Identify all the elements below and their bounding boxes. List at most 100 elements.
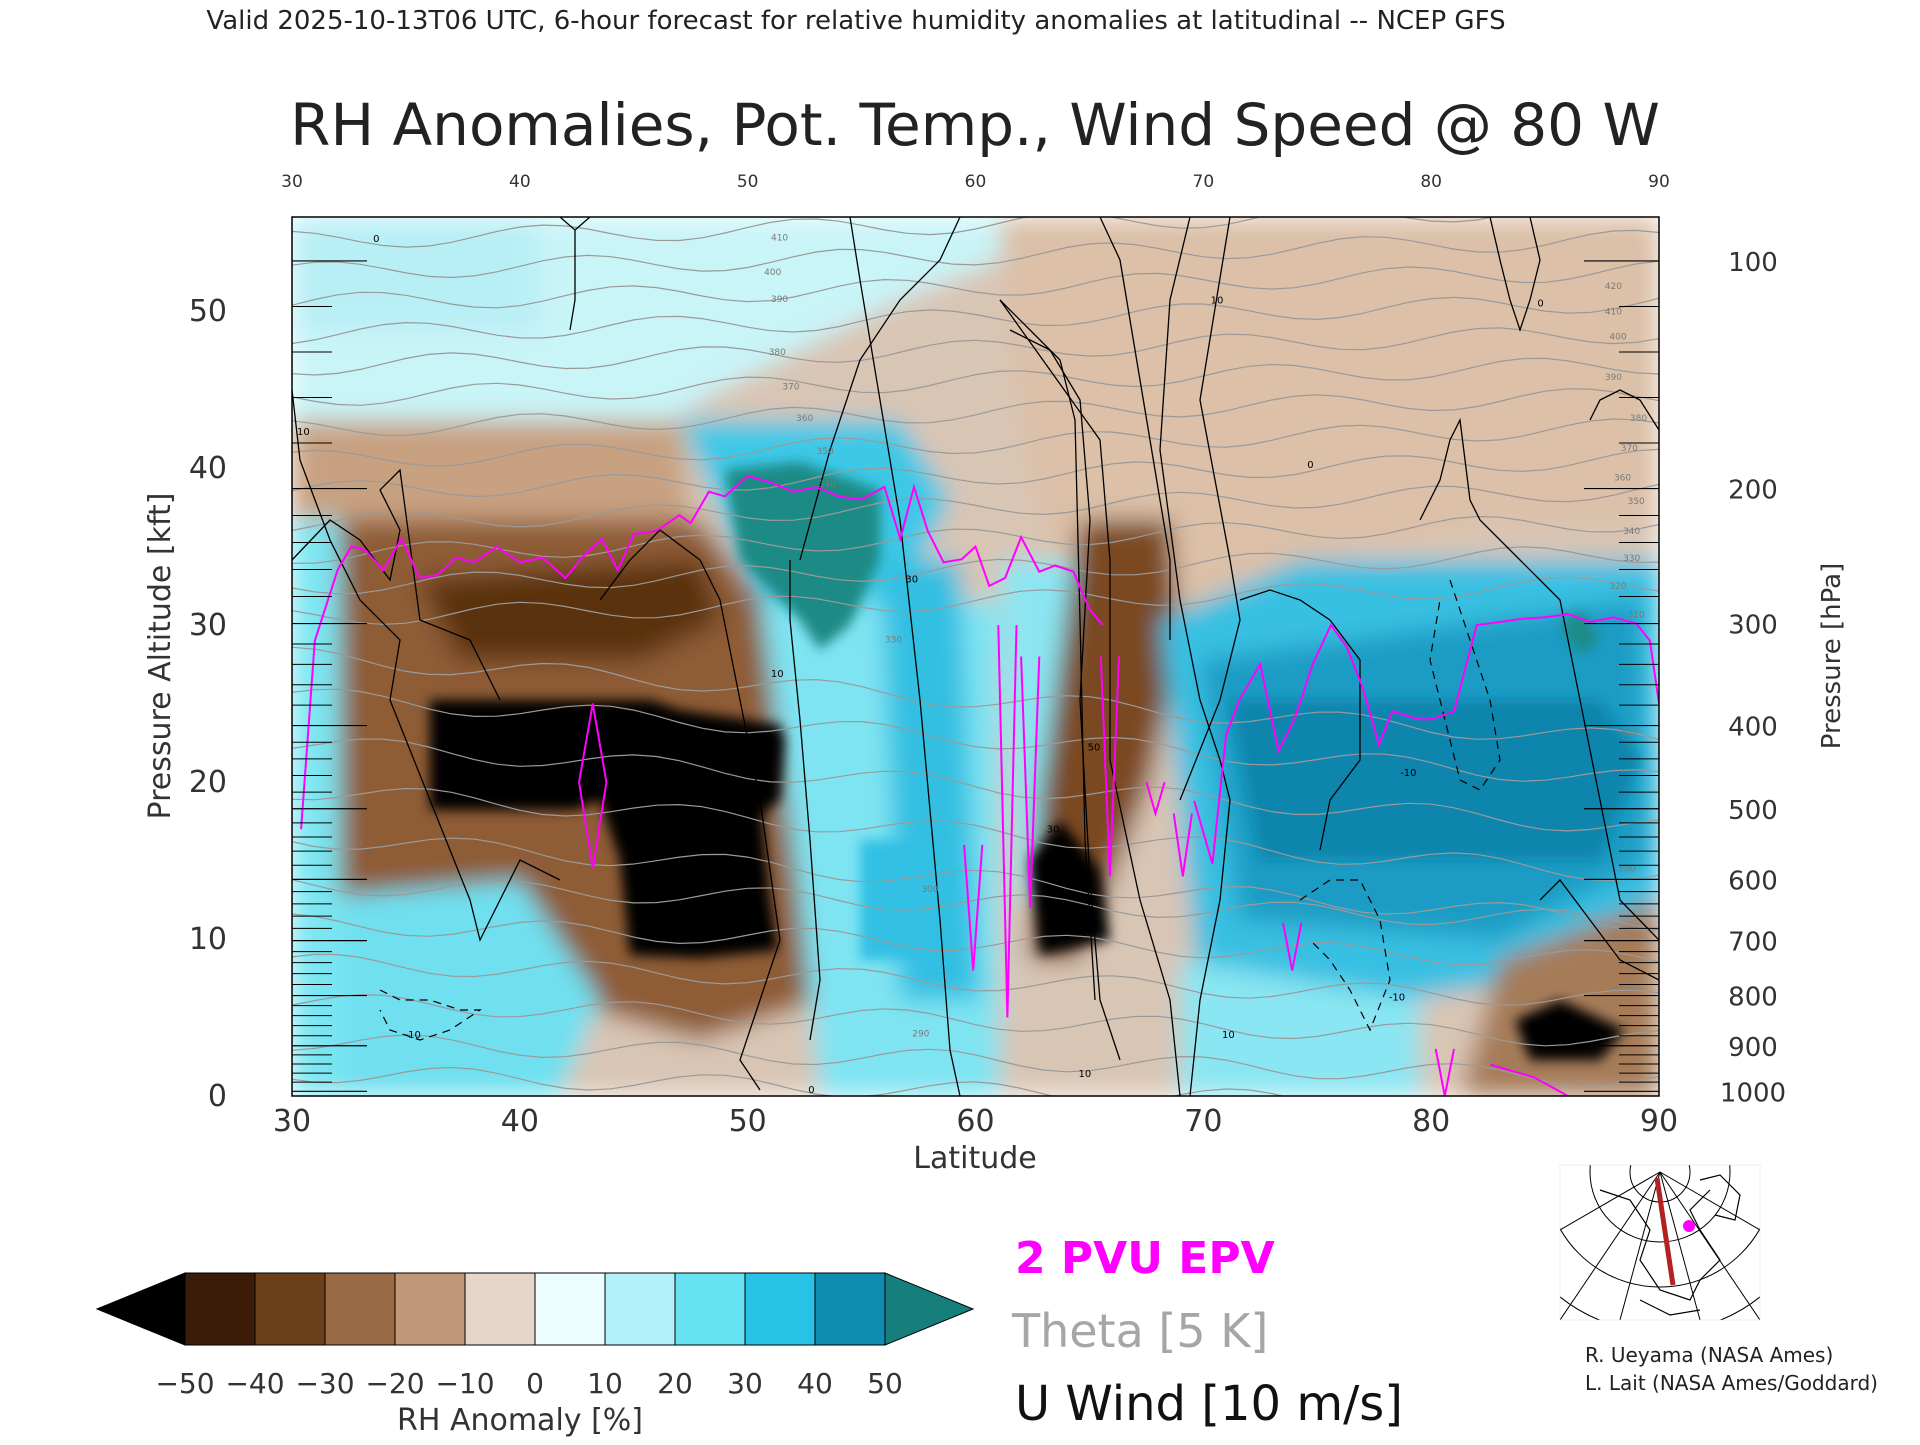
- wind-label: -10: [405, 1030, 421, 1041]
- colorbar-arrow-low: [95, 1272, 186, 1346]
- theta-label: 410: [771, 234, 788, 244]
- epv-line-west: [300, 474, 1104, 830]
- wind-label: -10: [1389, 992, 1405, 1003]
- pressure-ticks-right: [1584, 260, 1659, 1092]
- wind-label: 30: [1047, 824, 1060, 835]
- wind-label: 0: [808, 1085, 814, 1096]
- colorbar-tick-label: −50: [155, 1367, 214, 1400]
- x-axis-label: Latitude: [913, 1141, 1036, 1176]
- theta-line: [292, 483, 1659, 532]
- cross-section-line: [1654, 1177, 1676, 1286]
- wind-label: 10: [297, 427, 310, 438]
- wind-label: 10: [771, 669, 784, 680]
- u-wind-line: [1589, 389, 1659, 431]
- colorbar-segment: [184, 1272, 256, 1346]
- u-wind-negative-line: [379, 989, 482, 1041]
- x-tick-label: 80: [1412, 1104, 1450, 1139]
- theta-label: 340: [1623, 527, 1640, 537]
- theta-line: [292, 418, 1659, 467]
- pressure-ticks-left: [292, 260, 367, 1092]
- pressure-tick-label: 700: [1728, 928, 1778, 958]
- u-wind-line: [559, 217, 591, 331]
- colorbar-segment: [744, 1272, 816, 1346]
- epv-strand: [1434, 1048, 1455, 1096]
- theta-label: 360: [796, 414, 813, 424]
- y-tick-label: 10: [189, 922, 227, 957]
- x-tick-label: 30: [273, 1104, 311, 1139]
- pressure-tick-label: 600: [1728, 866, 1778, 896]
- theta-label: 340: [819, 480, 836, 490]
- wind-label: 0: [373, 234, 379, 245]
- y-axis-label: Pressure Altitude [kft]: [143, 493, 178, 820]
- theta-label: 420: [1605, 282, 1622, 292]
- u-wind-line: [1099, 217, 1171, 640]
- epv-line-east: [1193, 613, 1659, 864]
- u-wind-line: [1159, 217, 1231, 1096]
- colorbar-tick-label: −40: [225, 1367, 284, 1400]
- epv-strand: [1282, 923, 1303, 971]
- x-tick-label-top: 40: [509, 172, 531, 192]
- colorbar-tick-label: 20: [657, 1367, 693, 1400]
- epv-strand: [997, 625, 1018, 1018]
- theta-line: [292, 515, 1659, 564]
- epv-strand: [1020, 656, 1041, 908]
- theta-line: [292, 1066, 1502, 1096]
- colorbar-segment: [534, 1272, 606, 1346]
- theta-line: [292, 879, 1659, 931]
- colorbar-tick-label: 30: [727, 1367, 763, 1400]
- theta-label: 350: [1628, 497, 1645, 507]
- x-tick-label: 50: [729, 1104, 767, 1139]
- map-inset: [1559, 1164, 1761, 1321]
- legend-theta: Theta [5 K]: [1011, 1304, 1268, 1358]
- pressure-tick-label: 800: [1728, 983, 1778, 1013]
- x-tick-label-top: 90: [1648, 172, 1670, 192]
- y-tick-label: 50: [189, 294, 227, 329]
- x-tick-label-top: 50: [737, 172, 759, 192]
- credit-line-1: R. Ueyama (NASA Ames): [1585, 1343, 1833, 1367]
- colorbar-arrow-high: [884, 1272, 975, 1346]
- valid-time-header: Valid 2025-10-13T06 UTC, 6-hour forecast…: [206, 6, 1505, 36]
- theta-line: [292, 327, 1659, 376]
- colorbar-tick-label: 10: [587, 1367, 623, 1400]
- colorbar-segment: [394, 1272, 466, 1346]
- colorbar-tick-label: −20: [365, 1367, 424, 1400]
- theta-label: 330: [885, 635, 902, 645]
- x-tick-label: 90: [1640, 1104, 1678, 1139]
- theta-line: [292, 296, 1659, 345]
- u-wind-line: [799, 217, 961, 561]
- wind-label: -10: [1400, 768, 1416, 779]
- x-tick-label-top: 80: [1420, 172, 1442, 192]
- theta-label: 330: [1623, 554, 1640, 564]
- u-wind-line: [1009, 329, 1121, 1061]
- u-wind-line: [999, 299, 1181, 1096]
- x-tick-label-top: 60: [965, 172, 987, 192]
- theta-line: [292, 546, 1659, 595]
- epv-strand: [1099, 656, 1120, 877]
- x-tick-label: 40: [501, 1104, 539, 1139]
- u-wind-line: [1239, 589, 1361, 851]
- theta-label: 290: [1619, 865, 1636, 875]
- legend-epv: 2 PVU EPV: [1015, 1233, 1275, 1284]
- theta-label: 320: [1609, 582, 1626, 592]
- epv-low-right: [1490, 1063, 1569, 1096]
- credit-line-2: L. Lait (NASA Ames/Goddard): [1585, 1371, 1878, 1395]
- theta-label: 290: [912, 1029, 929, 1039]
- theta-contour-labels: 4104003903803703603503403303002904204104…: [764, 234, 1647, 1040]
- wind-contour-labels: 0 0 0 0 10 10 10 10 10 30 50 30 -10 -10 -10: [297, 234, 1544, 1096]
- theta-line: [292, 993, 1659, 1047]
- colorbar-tick-labels: −50 −40 −30 −20 −10 0 10 20 30 40 50: [155, 1367, 902, 1400]
- colorbar-segment: [254, 1272, 326, 1346]
- colorbar-tick-label: 0: [526, 1367, 544, 1400]
- u-wind-line: [1179, 217, 1241, 801]
- y-tick-label: 40: [189, 451, 227, 486]
- wind-label: 0: [1537, 298, 1543, 309]
- epv-strand: [963, 844, 984, 971]
- colorbar-segment: [674, 1272, 746, 1346]
- colorbar-tick-label: 40: [797, 1367, 833, 1400]
- wind-label: 10: [1211, 295, 1224, 306]
- u-wind-line: [292, 468, 501, 701]
- theta-label: 300: [921, 885, 938, 895]
- y-tick-label: 20: [189, 765, 227, 800]
- colorbar-segment: [814, 1272, 886, 1346]
